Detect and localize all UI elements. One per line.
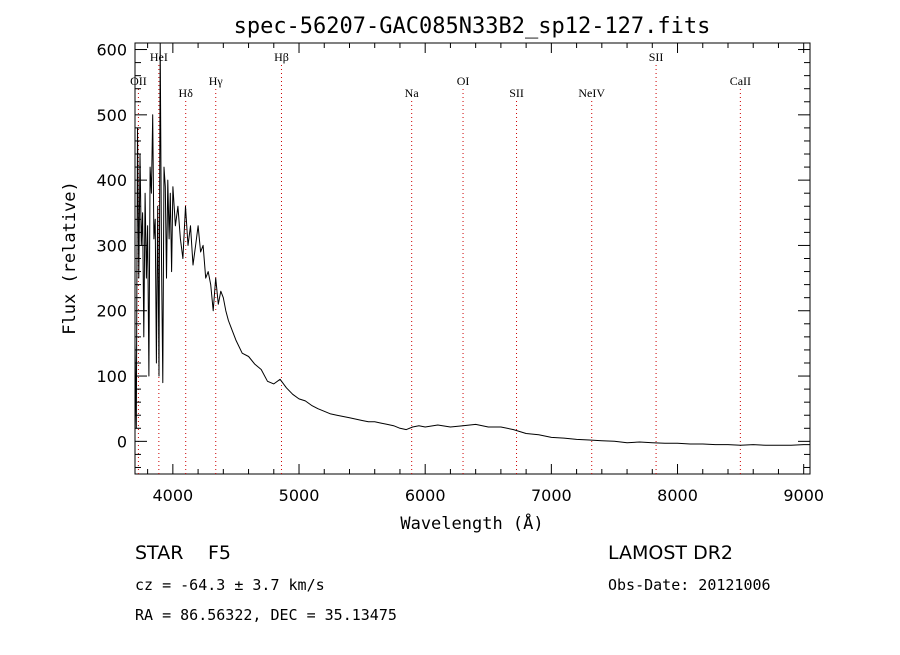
x-axis-label: Wavelength (Å) [400, 512, 543, 534]
chart-title: spec-56207-GAC085N33B2_sp12-127.fits [234, 14, 711, 39]
y-tick-label: 0 [117, 432, 127, 451]
line-marker-label: NeIV [578, 86, 605, 100]
x-tick-label: 8000 [657, 486, 698, 505]
y-tick-label: 400 [96, 171, 127, 190]
line-marker-label: SII [509, 86, 524, 100]
object-class: STAR [135, 542, 183, 564]
x-tick-label: 4000 [152, 486, 193, 505]
x-tick-label: 6000 [405, 486, 446, 505]
y-tick-label: 100 [96, 367, 127, 386]
line-marker-label: Hδ [179, 86, 194, 100]
series-layer [134, 42, 810, 446]
line-marker-label: SII [649, 50, 664, 64]
x-tick-label: 9000 [783, 486, 824, 505]
x-tick-label: 5000 [279, 486, 320, 505]
line-marker-label: CaII [730, 74, 751, 88]
line-marker-label: HeI [150, 50, 168, 64]
coordinates: RA = 86.56322, DEC = 35.13475 [135, 606, 397, 624]
object-subclass: F5 [208, 542, 231, 564]
tick-labels: 4000 5000 6000 7000 8000 9000 0 100 200 300 400 500… [96, 41, 824, 505]
y-tick-label: 500 [96, 106, 127, 125]
line-marker-label: OI [457, 74, 470, 88]
plot-frame [134, 42, 811, 475]
line-marker-label: Na [405, 86, 420, 100]
y-tick-label: 600 [96, 41, 127, 60]
survey-name: LAMOST DR2 [608, 542, 733, 564]
observation-date: Obs-Date: 20121006 [608, 576, 771, 594]
y-axis-label: Flux (relative) [60, 181, 80, 335]
axis-ticks [135, 43, 810, 474]
y-tick-label: 200 [96, 302, 127, 321]
x-tick-label: 7000 [531, 486, 572, 505]
line-marker-label: Hβ [274, 50, 289, 64]
spectrum-line [134, 42, 810, 446]
redshift-cz: cz = -64.3 ± 3.7 km/s [135, 576, 325, 594]
line-marker-label: Hγ [209, 74, 224, 88]
y-tick-label: 300 [96, 236, 127, 255]
line-marker-label: OII [130, 74, 147, 88]
